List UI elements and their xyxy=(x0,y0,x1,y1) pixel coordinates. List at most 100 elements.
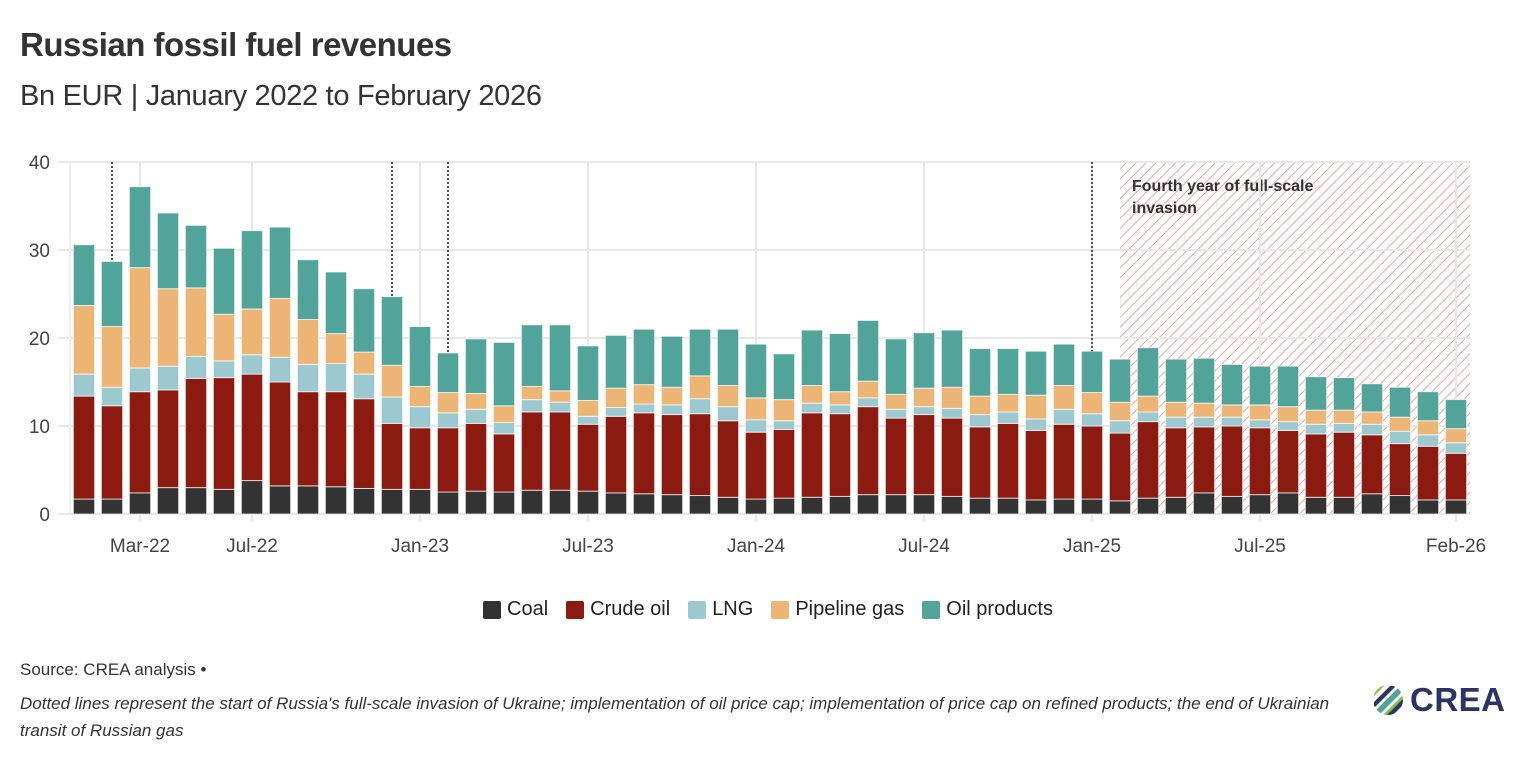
bar-lng-jan-25 xyxy=(1080,413,1104,427)
bar-lng-jul-24 xyxy=(912,406,936,416)
bar-crude-oil-sep-23 xyxy=(632,412,656,495)
bar-pipeline-gas-mar-23 xyxy=(464,392,488,410)
shaded-region-label-line: Fourth year of full-scale xyxy=(1132,178,1313,195)
bar-crude-oil-jul-24 xyxy=(912,414,936,496)
bar-oil-products-may-25 xyxy=(1192,357,1216,404)
bar-crude-oil-nov-25 xyxy=(1360,434,1384,495)
bar-coal-jul-23 xyxy=(576,490,600,515)
bar-crude-oil-jul-22 xyxy=(240,373,264,482)
bar-crude-oil-jan-25 xyxy=(1080,425,1104,500)
bar-crude-oil-aug-24 xyxy=(940,417,964,497)
bar-coal-may-25 xyxy=(1192,492,1216,515)
bar-pipeline-gas-dec-23 xyxy=(716,385,740,408)
footnote: Dotted lines represent the start of Russ… xyxy=(20,694,1330,740)
bar-lng-aug-22 xyxy=(268,356,292,383)
bar-pipeline-gas-feb-25 xyxy=(1108,401,1132,422)
bar-lng-sep-25 xyxy=(1304,423,1328,435)
bar-oil-products-dec-25 xyxy=(1388,386,1412,418)
bar-pipeline-gas-feb-23 xyxy=(436,392,460,414)
bar-oil-products-aug-22 xyxy=(268,226,292,299)
bar-pipeline-gas-sep-23 xyxy=(632,384,656,405)
bar-crude-oil-may-23 xyxy=(520,411,544,491)
legend-label: Crude oil xyxy=(590,598,671,620)
bar-coal-sep-25 xyxy=(1304,496,1328,515)
bar-lng-mar-23 xyxy=(464,408,488,424)
bar-lng-sep-23 xyxy=(632,403,656,414)
bar-coal-jun-25 xyxy=(1220,495,1244,515)
bar-lng-jan-23 xyxy=(408,406,432,429)
bar-lng-oct-24 xyxy=(996,411,1020,424)
bar-coal-apr-24 xyxy=(828,495,852,515)
bar-lng-jun-24 xyxy=(884,408,908,419)
bar-lng-jan-24 xyxy=(744,419,768,433)
bar-pipeline-gas-aug-22 xyxy=(268,297,292,358)
bar-lng-oct-25 xyxy=(1332,422,1356,433)
bar-pipeline-gas-oct-22 xyxy=(324,333,348,365)
x-tick-label: Jul-25 xyxy=(1234,536,1286,557)
bar-oil-products-mar-24 xyxy=(800,329,824,387)
bar-coal-sep-24 xyxy=(968,497,992,515)
y-tick-label: 20 xyxy=(29,329,50,350)
bar-pipeline-gas-dec-24 xyxy=(1052,385,1076,410)
bar-oil-products-jan-23 xyxy=(408,326,432,387)
bar-lng-aug-24 xyxy=(940,407,964,419)
bar-pipeline-gas-jul-22 xyxy=(240,308,264,356)
bar-crude-oil-aug-25 xyxy=(1276,429,1300,494)
bar-lng-jan-22 xyxy=(72,373,96,397)
shaded-region-label-line: invasion xyxy=(1132,200,1197,217)
x-tick-label: Jan-24 xyxy=(727,536,786,557)
bar-pipeline-gas-jun-25 xyxy=(1220,404,1244,418)
bar-lng-dec-22 xyxy=(380,396,404,424)
bar-oil-products-dec-23 xyxy=(716,328,740,387)
bar-coal-jun-22 xyxy=(212,488,236,515)
chart-title: Russian fossil fuel revenues xyxy=(20,26,452,63)
bar-lng-apr-22 xyxy=(156,365,180,391)
bar-oil-products-jul-24 xyxy=(912,332,936,389)
bar-crude-oil-jun-25 xyxy=(1220,425,1244,497)
bar-oil-products-feb-22 xyxy=(100,260,124,328)
bar-coal-jan-22 xyxy=(72,498,96,515)
bar-lng-apr-23 xyxy=(492,421,516,435)
bar-oil-products-jan-24 xyxy=(744,343,768,399)
bar-coal-oct-24 xyxy=(996,497,1020,515)
bar-lng-aug-23 xyxy=(604,407,628,417)
bar-oil-products-jun-24 xyxy=(884,338,908,395)
bar-oil-products-dec-22 xyxy=(380,296,404,366)
x-tick-label: Jul-22 xyxy=(226,536,278,557)
legend-item-oil-products: Oil products xyxy=(922,598,1053,621)
bar-oil-products-may-23 xyxy=(520,324,544,387)
bar-pipeline-gas-may-22 xyxy=(184,287,208,357)
bar-coal-jan-24 xyxy=(744,498,768,515)
bar-lng-nov-25 xyxy=(1360,423,1384,436)
legend-item-lng: LNG xyxy=(688,598,753,621)
x-tick-label: Mar-22 xyxy=(110,536,170,557)
bar-lng-apr-24 xyxy=(828,404,852,415)
bar-crude-oil-may-22 xyxy=(184,377,208,489)
bar-coal-feb-26 xyxy=(1444,499,1468,515)
bar-oil-products-apr-23 xyxy=(492,341,516,407)
bar-oil-products-feb-26 xyxy=(1444,399,1468,430)
bar-coal-jan-23 xyxy=(408,488,432,515)
bar-pipeline-gas-may-25 xyxy=(1192,402,1216,418)
bar-oil-products-nov-24 xyxy=(1024,350,1048,396)
bar-crude-oil-dec-24 xyxy=(1052,423,1076,500)
bar-crude-oil-apr-24 xyxy=(828,413,852,497)
bar-pipeline-gas-apr-24 xyxy=(828,391,852,406)
x-tick-label: Jul-24 xyxy=(898,536,950,557)
bar-crude-oil-mar-25 xyxy=(1136,421,1160,499)
bar-coal-jul-25 xyxy=(1248,494,1272,515)
x-tick-label: Jul-23 xyxy=(562,536,614,557)
bar-pipeline-gas-jul-23 xyxy=(576,399,600,417)
bar-oil-products-aug-23 xyxy=(604,334,628,389)
legend-item-crude-oil: Crude oil xyxy=(566,598,670,621)
bar-pipeline-gas-sep-22 xyxy=(296,319,320,365)
legend-swatch xyxy=(483,600,501,619)
bar-pipeline-gas-mar-22 xyxy=(128,267,152,369)
bar-lng-jul-22 xyxy=(240,354,264,375)
bar-pipeline-gas-jan-25 xyxy=(1080,392,1104,415)
bar-oil-products-aug-25 xyxy=(1276,365,1300,408)
bar-crude-oil-may-25 xyxy=(1192,426,1216,494)
bar-crude-oil-jun-23 xyxy=(548,411,572,491)
chart-legend: Coal Crude oil LNG Pipeline gas Oil products xyxy=(0,598,1536,621)
bar-crude-oil-feb-24 xyxy=(772,429,796,499)
